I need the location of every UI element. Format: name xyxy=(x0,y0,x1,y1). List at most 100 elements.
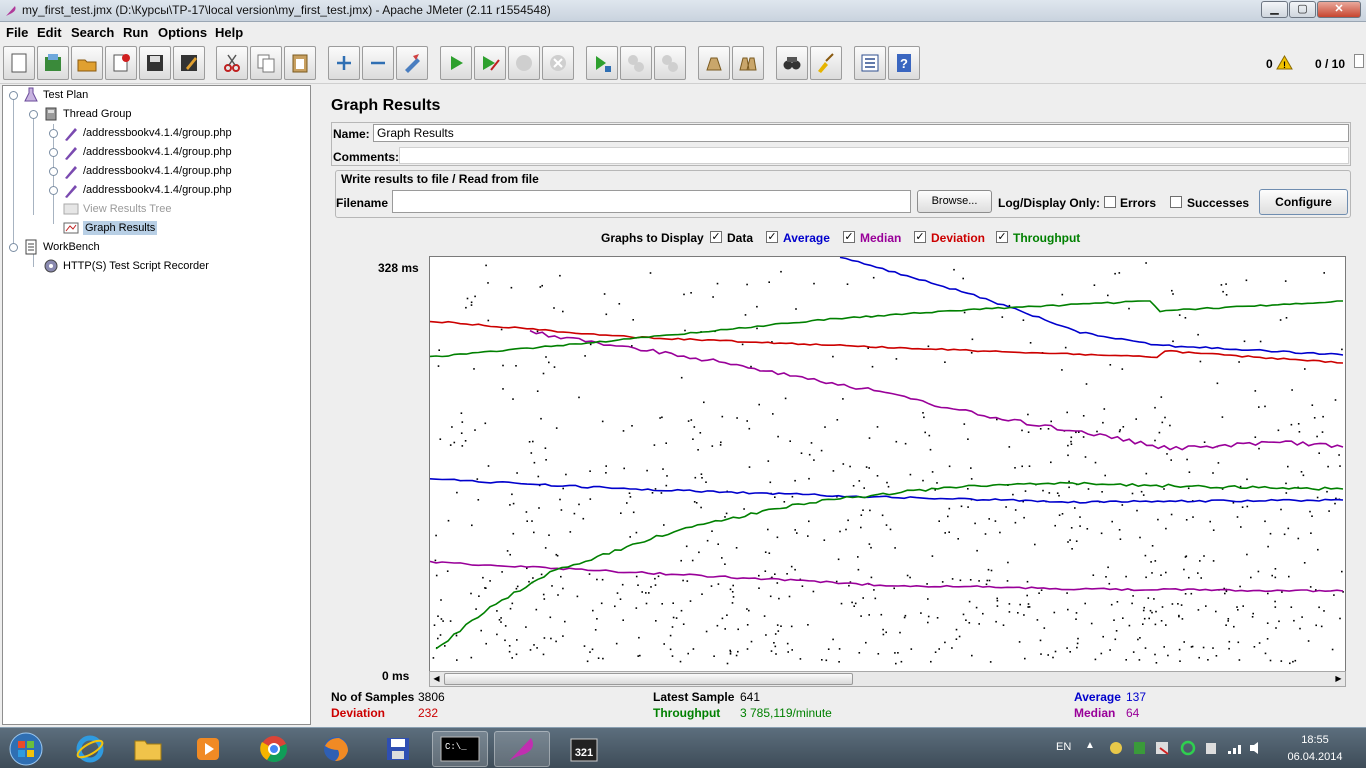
configure-button[interactable]: Configure xyxy=(1259,189,1348,215)
average-checkbox[interactable]: ✓ xyxy=(766,231,778,243)
start-button[interactable] xyxy=(2,731,50,767)
tree-toggle-sampler-4[interactable] xyxy=(49,186,58,195)
tree-toggle-sampler-1[interactable] xyxy=(49,129,58,138)
search-button[interactable] xyxy=(776,46,808,80)
paste-button[interactable] xyxy=(284,46,316,80)
tree-node-sampler-1[interactable]: /addressbookv4.1.4/group.php xyxy=(63,124,232,142)
reset-search-button[interactable] xyxy=(810,46,842,80)
name-field[interactable]: Graph Results xyxy=(373,124,1349,142)
name-label: Name: xyxy=(333,127,370,141)
tree-toggle-sampler-3[interactable] xyxy=(49,167,58,176)
scroll-left-icon[interactable]: ◀ xyxy=(433,674,440,683)
graph-results-panel: Graph Results Name: Graph Results Commen… xyxy=(321,86,1366,726)
tree-node-thread-group[interactable]: Thread Group xyxy=(43,105,131,123)
filename-input[interactable] xyxy=(392,190,911,213)
function-helper-button[interactable] xyxy=(854,46,886,80)
save-button[interactable] xyxy=(139,46,171,80)
remote-stop-icon xyxy=(628,55,644,72)
svg-text:321: 321 xyxy=(575,747,593,759)
menu-help[interactable]: Help xyxy=(215,25,244,40)
toggle-button[interactable] xyxy=(396,46,428,80)
save-as-button[interactable] xyxy=(173,46,205,80)
shutdown-button[interactable] xyxy=(542,46,574,80)
menu-edit[interactable]: Edit xyxy=(37,25,62,40)
close-file-button[interactable] xyxy=(105,46,137,80)
start-button[interactable] xyxy=(440,46,472,80)
jmeter-feather-icon xyxy=(509,738,533,761)
tree-node-view-results-tree[interactable]: View Results Tree xyxy=(63,200,171,218)
tree-toggle-thread-group[interactable] xyxy=(29,110,38,119)
deviation-checkbox[interactable]: ✓ xyxy=(914,231,926,243)
median-checkbox[interactable]: ✓ xyxy=(843,231,855,243)
taskbar-file-explorer[interactable] xyxy=(120,731,176,767)
tree-node-workbench[interactable]: WorkBench xyxy=(23,238,100,256)
start-no-pause-button[interactable] xyxy=(474,46,506,80)
menu-options[interactable]: Options xyxy=(158,25,208,40)
minimize-button[interactable]: ▁ xyxy=(1261,1,1288,18)
templates-button[interactable] xyxy=(37,46,69,80)
remote-start-button[interactable] xyxy=(586,46,618,80)
tree-toggle-workbench[interactable] xyxy=(9,243,18,252)
reset-search-icon xyxy=(818,53,834,73)
tray-expand-icon[interactable]: ▲ xyxy=(1085,740,1095,751)
tree-toggle-sampler-2[interactable] xyxy=(49,148,58,157)
taskbar-chrome[interactable] xyxy=(246,731,302,767)
new-button[interactable] xyxy=(3,46,35,80)
tree-node-test-plan[interactable]: Test Plan xyxy=(23,86,88,104)
successes-checkbox[interactable] xyxy=(1170,196,1182,208)
scroll-thumb[interactable] xyxy=(444,673,853,685)
tree-node-recorder[interactable]: HTTP(S) Test Script Recorder xyxy=(43,257,209,275)
errors-checkbox[interactable] xyxy=(1104,196,1116,208)
clock-time[interactable]: 18:55 xyxy=(1301,734,1329,746)
average-trace-lower xyxy=(429,478,1344,504)
tray-icons[interactable] xyxy=(1108,740,1260,768)
remote-shutdown-button[interactable] xyxy=(654,46,686,80)
taskbar-media-classic[interactable]: 321 xyxy=(556,731,612,767)
filename-label: Filename xyxy=(336,196,389,210)
maximize-button[interactable]: ▢ xyxy=(1289,1,1316,18)
test-plan-icon xyxy=(23,87,39,103)
menu-file[interactable]: File xyxy=(6,25,29,40)
help-button[interactable]: ? xyxy=(888,46,920,80)
clear-all-icon xyxy=(739,57,757,71)
tree-node-sampler-3[interactable]: /addressbookv4.1.4/group.php xyxy=(63,162,232,180)
cut-button[interactable] xyxy=(216,46,248,80)
tree-toggle-test-plan[interactable] xyxy=(9,91,18,100)
tree-node-sampler-2[interactable]: /addressbookv4.1.4/group.php xyxy=(63,143,232,161)
collapse-all-button[interactable] xyxy=(362,46,394,80)
taskbar-command-prompt[interactable]: C:\_ xyxy=(432,731,488,767)
taskbar-media-player[interactable] xyxy=(180,731,236,767)
test-plan-tree: Test Plan Thread Group /addressbookv4.1.… xyxy=(2,85,311,725)
copy-button[interactable] xyxy=(250,46,282,80)
tree-node-graph-results[interactable]: Graph Results xyxy=(63,219,158,237)
svg-text:!: ! xyxy=(1283,60,1286,70)
open-button[interactable] xyxy=(71,46,103,80)
toggle-icon xyxy=(405,54,420,73)
comments-field[interactable] xyxy=(399,147,1349,164)
status-toggle[interactable] xyxy=(1354,54,1364,68)
throughput-checkbox[interactable]: ✓ xyxy=(996,231,1008,243)
language-indicator[interactable]: EN xyxy=(1056,741,1072,753)
close-window-button[interactable]: ✕ xyxy=(1317,1,1361,18)
taskbar-save-disk[interactable] xyxy=(370,731,426,767)
scroll-right-icon[interactable]: ▶ xyxy=(1335,674,1342,683)
taskbar-jmeter[interactable] xyxy=(494,731,550,767)
data-option-label: Data xyxy=(727,231,754,245)
menu-bar: File Edit Search Run Options Help xyxy=(0,23,1366,43)
clear-all-button[interactable] xyxy=(732,46,764,80)
data-checkbox[interactable]: ✓ xyxy=(710,231,722,243)
remote-stop-button[interactable] xyxy=(620,46,652,80)
menu-search[interactable]: Search xyxy=(71,25,115,40)
latest-sample-label: Latest Sample xyxy=(653,690,735,704)
taskbar-firefox[interactable] xyxy=(308,731,364,767)
warning-icon: ! xyxy=(1276,54,1293,73)
taskbar-internet-explorer[interactable] xyxy=(62,731,118,767)
browse-button[interactable]: Browse... xyxy=(917,190,992,213)
tree-node-sampler-4[interactable]: /addressbookv4.1.4/group.php xyxy=(63,181,232,199)
clear-button[interactable] xyxy=(698,46,730,80)
clock-date[interactable]: 06.04.2014 xyxy=(1287,751,1343,763)
stop-button[interactable] xyxy=(508,46,540,80)
graph-scrollbar[interactable]: ◀ ▶ xyxy=(429,671,1346,687)
expand-all-button[interactable] xyxy=(328,46,360,80)
menu-run[interactable]: Run xyxy=(123,25,149,40)
